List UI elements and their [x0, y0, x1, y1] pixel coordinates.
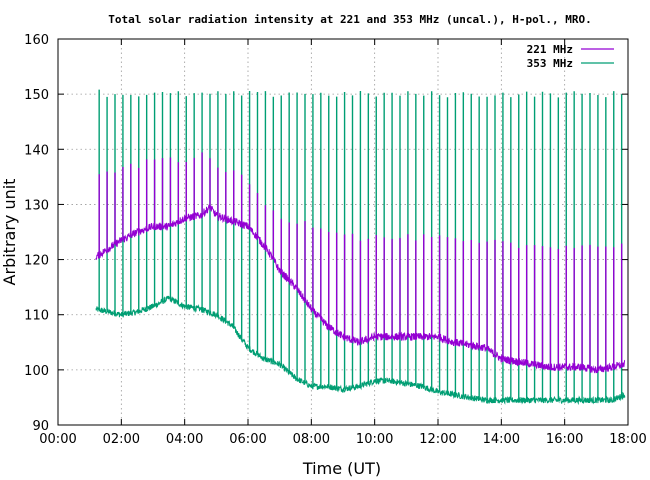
legend-label-353: 353 MHz — [527, 57, 573, 70]
grid — [58, 39, 628, 425]
y-tick-label: 120 — [24, 254, 49, 269]
plot-area — [95, 89, 626, 406]
x-tick-label: 14:00 — [483, 432, 520, 447]
legend-label-221: 221 MHz — [527, 43, 573, 56]
x-tick-label: 16:00 — [546, 432, 583, 447]
x-axis: 00:00 02:00 04:00 06:00 08:00 10:00 12:00 14:00… — [39, 39, 647, 447]
x-tick-label: 06:00 — [229, 432, 266, 447]
y-tick-label: 90 — [32, 419, 49, 434]
legend: 221 MHz 353 MHz — [527, 43, 614, 70]
x-tick-label: 12:00 — [419, 432, 456, 447]
y-tick-label: 140 — [24, 143, 49, 158]
y-axis-label: Arbitrary unit — [0, 179, 19, 286]
x-tick-label: 18:00 — [609, 432, 646, 447]
x-axis-label: Time (UT) — [302, 459, 381, 478]
y-tick-label: 110 — [24, 309, 49, 324]
legend-entry-221: 221 MHz — [527, 43, 614, 56]
y-tick-label: 130 — [24, 198, 49, 213]
x-tick-label: 02:00 — [103, 432, 140, 447]
y-tick-label: 150 — [24, 88, 49, 103]
y-tick-label: 160 — [24, 33, 49, 48]
x-tick-label: 00:00 — [39, 432, 76, 447]
chart-title: Total solar radiation intensity at 221 a… — [108, 13, 591, 26]
x-tick-label: 10:00 — [356, 432, 393, 447]
x-tick-label: 04:00 — [166, 432, 203, 447]
series-line — [95, 295, 626, 406]
y-axis: 90 100 110 120 130 140 150 160 — [24, 33, 628, 434]
x-tick-label: 08:00 — [293, 432, 330, 447]
series-221-mhz — [95, 152, 626, 374]
y-tick-label: 100 — [24, 364, 49, 379]
legend-entry-353: 353 MHz — [527, 57, 614, 70]
plot-frame — [57, 38, 629, 426]
